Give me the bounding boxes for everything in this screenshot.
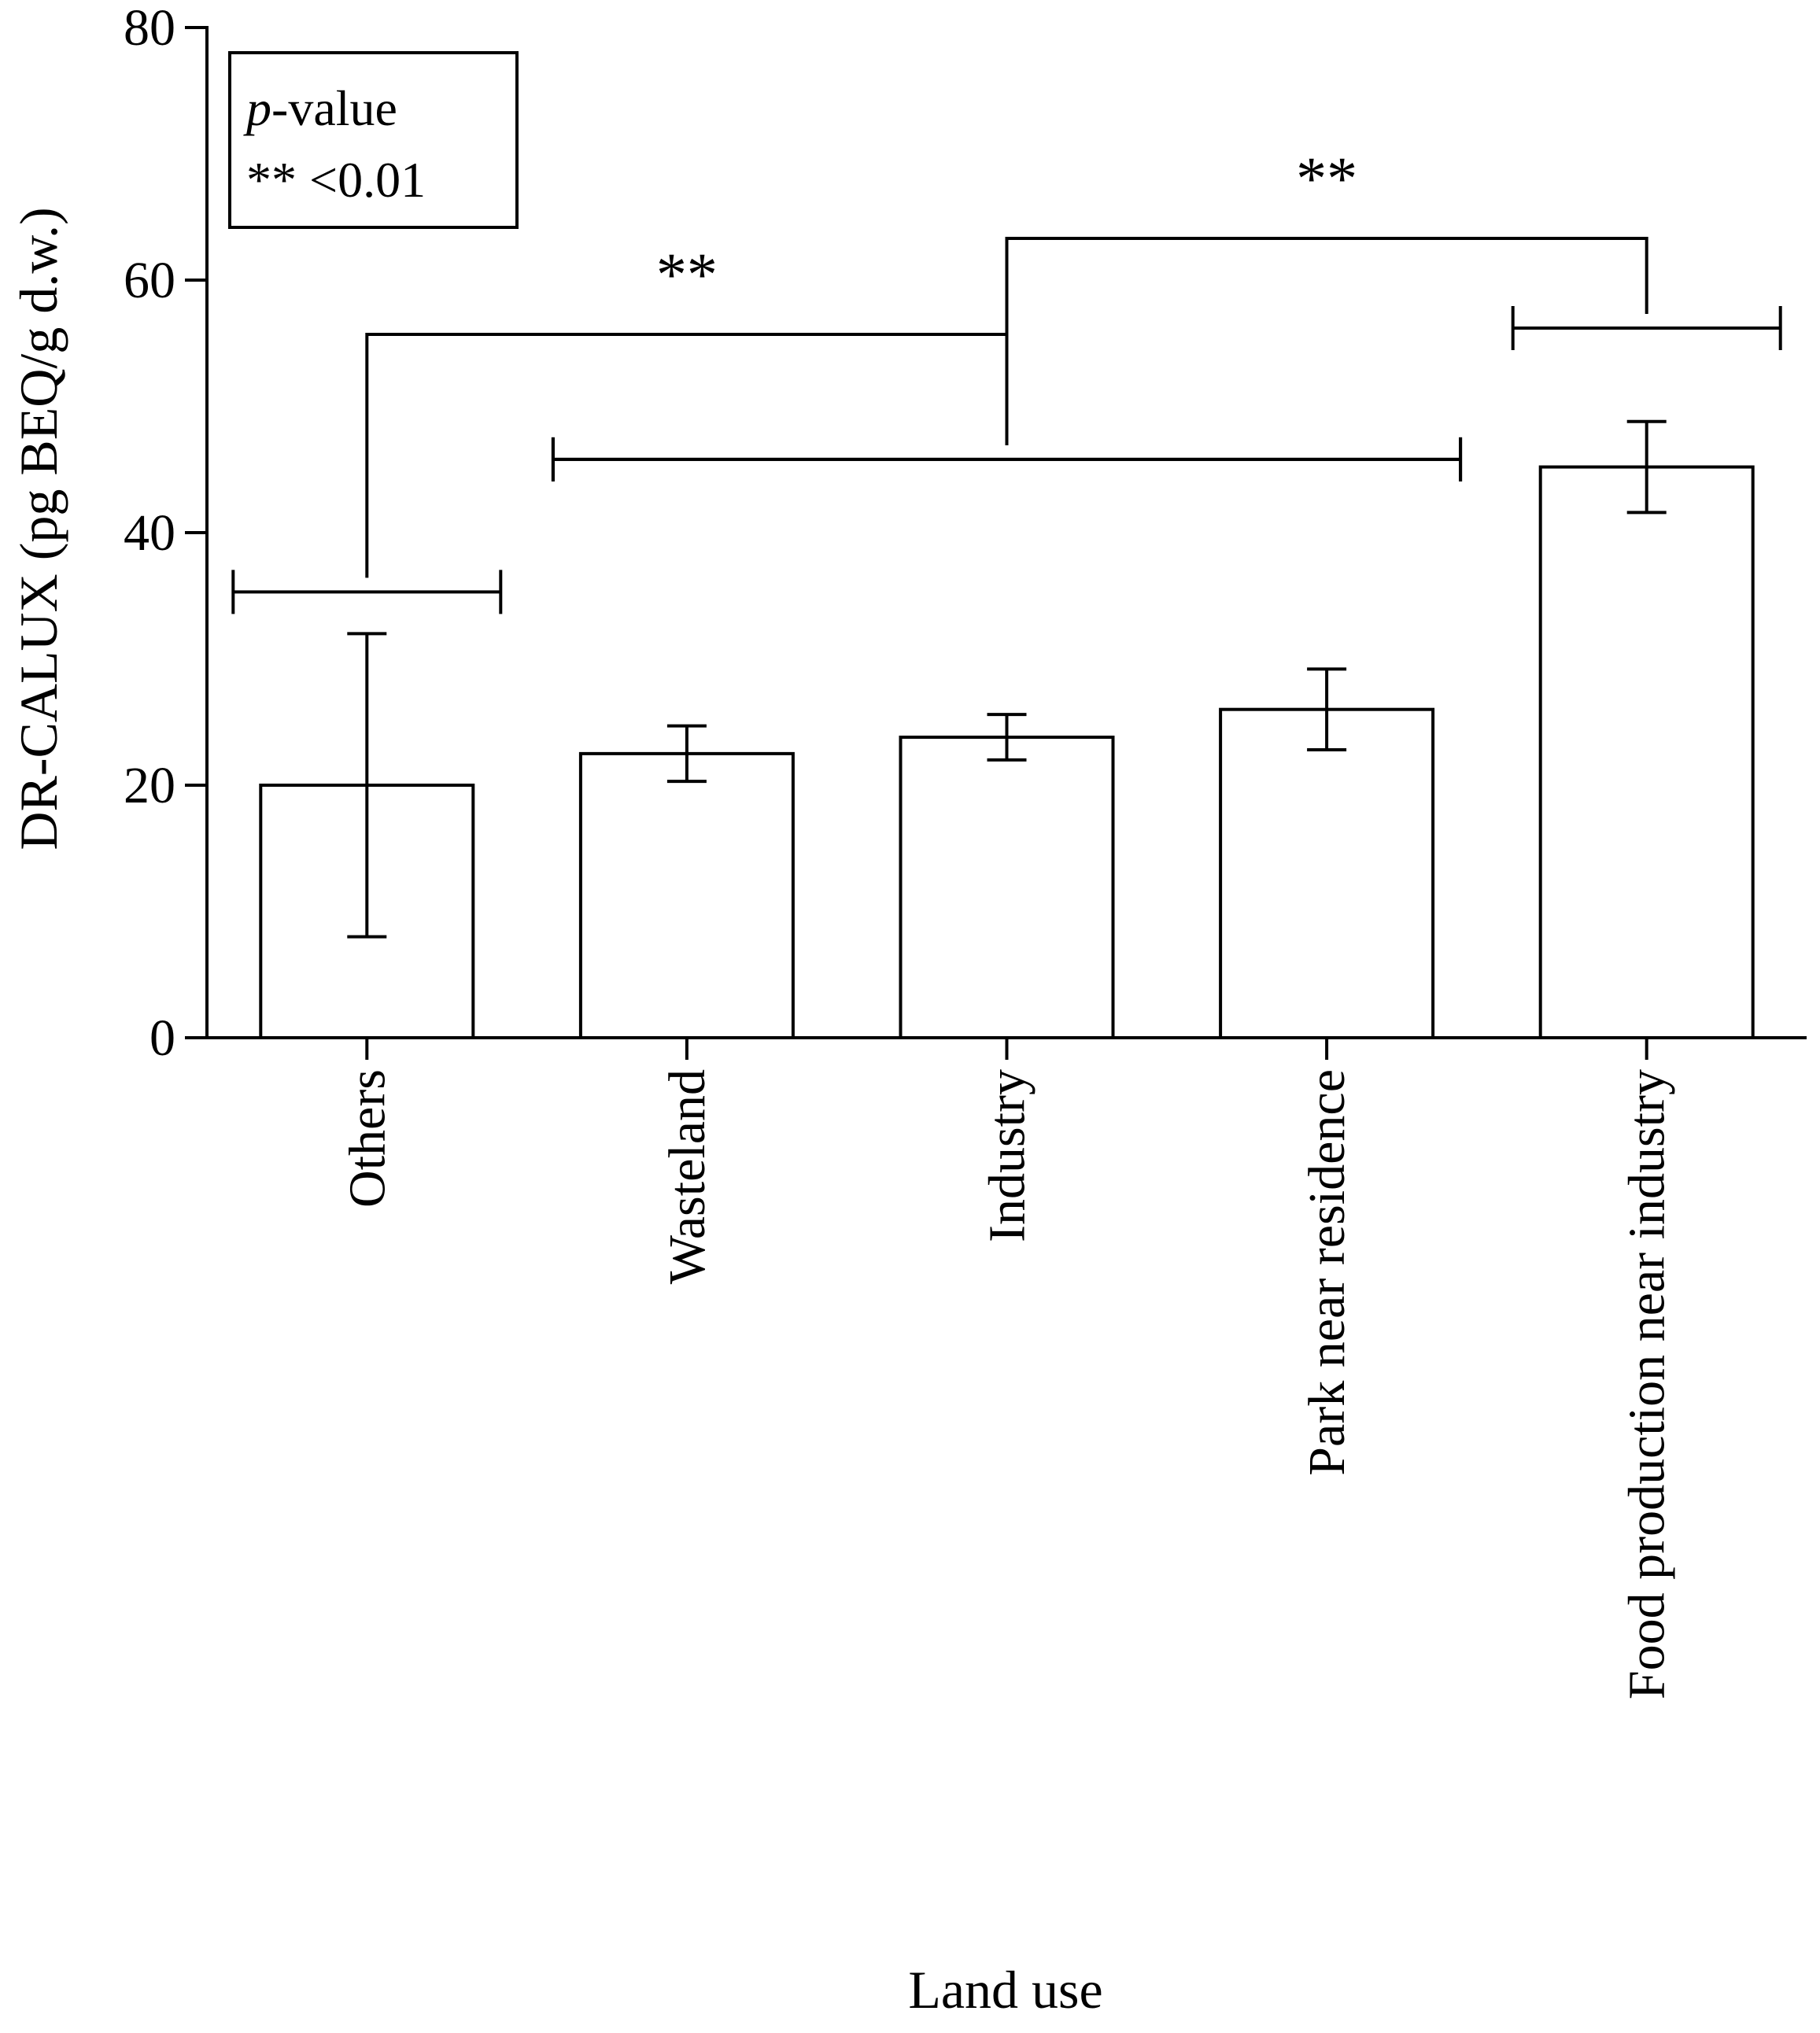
significance-annotations: ** ** [231,144,1782,614]
bar [1538,465,1755,1039]
legend-line-1: p-value [243,80,397,136]
bar [899,736,1115,1039]
y-tick-label: 80 [124,0,175,57]
legend: p-value ** <0.01 [228,51,519,229]
significance-bracket [365,333,1009,578]
y-tick-label: 60 [124,252,175,309]
significance-label: ** [656,240,718,308]
legend-p-rest: -value [271,80,397,136]
x-tick-label: Industry [979,1069,1036,1242]
significance-bracket [1005,237,1648,445]
x-tick-labels: Others Wasteland Industry Park near residen… [338,1069,1675,1699]
legend-p-italic: p [243,80,271,136]
bar [578,751,795,1039]
x-axis-label: Land use [908,1960,1102,2020]
legend-line-2: ** <0.01 [246,152,426,208]
x-tick-label: Food production near industry [1619,1069,1676,1699]
x-tick-label: Others [338,1069,396,1208]
x-tick-label: Wasteland [659,1069,716,1284]
y-tick-label: 0 [150,1009,175,1067]
bar [1219,707,1435,1039]
y-tick-label: 20 [124,757,175,814]
significance-label: ** [1296,144,1357,212]
y-tick-labels: 0 20 40 60 80 [124,0,175,1067]
error-bars [347,419,1667,939]
y-tick-label: 40 [124,504,175,562]
legend-box [228,51,519,229]
y-axis-label: DR-CALUX (pg BEQ/g d.w.) [9,207,68,850]
x-tick-label: Park near residence [1298,1069,1356,1476]
